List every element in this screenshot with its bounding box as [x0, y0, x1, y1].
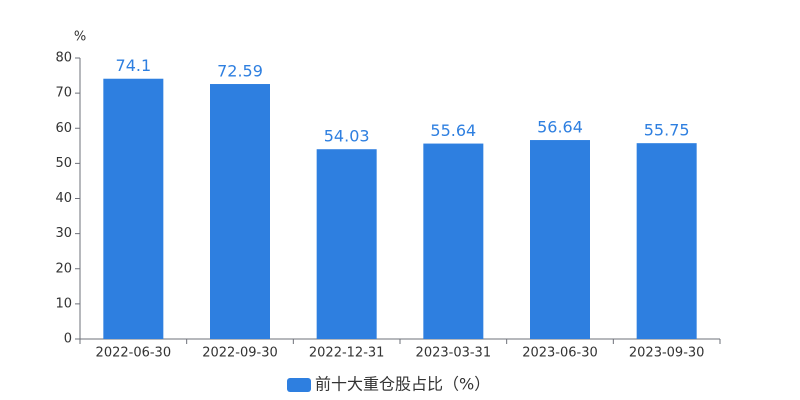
y-tick-label: 40: [55, 191, 72, 206]
data-label: 55.75: [644, 121, 690, 140]
y-tick-label: 60: [55, 121, 72, 136]
x-tick-label: 2023-06-30: [522, 346, 598, 361]
y-axis-label: %: [74, 30, 86, 45]
data-label: 56.64: [537, 118, 583, 137]
bar: [210, 84, 270, 340]
y-tick-label: 20: [55, 261, 72, 276]
y-tick-label: 10: [55, 296, 72, 311]
bar: [423, 143, 484, 339]
y-tick-label: 80: [55, 51, 72, 66]
legend-swatch: [287, 378, 311, 392]
y-tick-label: 30: [55, 226, 72, 241]
bar: [636, 143, 697, 339]
data-label: 74.1: [116, 56, 152, 75]
bar: [530, 140, 590, 339]
x-tick-label: 2022-09-30: [202, 346, 278, 361]
y-tick-label: 0: [64, 332, 72, 347]
y-tick-label: 50: [55, 156, 72, 171]
bar: [316, 149, 377, 339]
x-tick-label: 2023-09-30: [629, 346, 705, 361]
x-tick-label: 2022-12-31: [309, 346, 385, 361]
x-tick-label: 2022-06-30: [96, 346, 172, 361]
data-label: 72.59: [217, 62, 263, 81]
x-tick-label: 2023-03-31: [416, 346, 492, 361]
data-label: 54.03: [324, 127, 370, 146]
bar: [103, 78, 164, 339]
legend-label: 前十大重仓股占比（%）: [315, 375, 490, 394]
data-label: 55.64: [430, 121, 476, 140]
y-tick-label: 70: [55, 86, 72, 101]
